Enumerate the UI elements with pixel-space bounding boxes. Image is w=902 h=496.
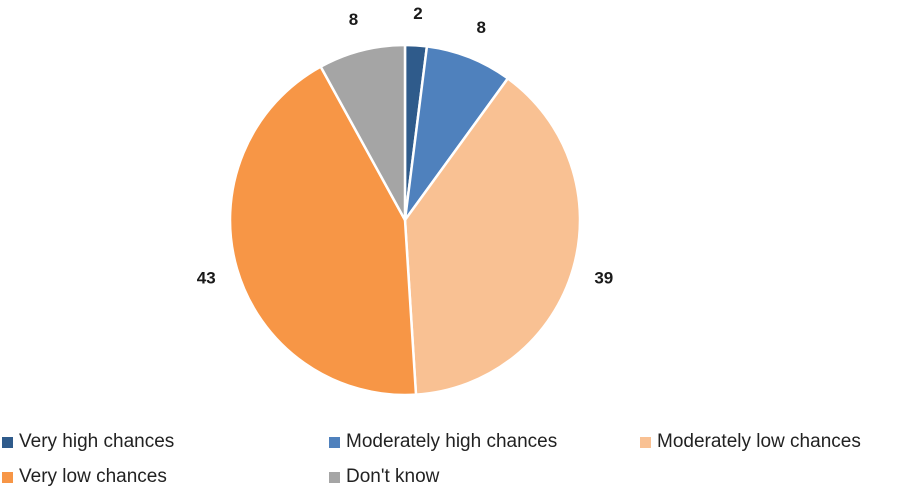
pie-data-labels: 2 8 39 43 8 (197, 4, 614, 287)
legend-item-very-high-chances: Very high chances (2, 428, 174, 456)
legend-label: Moderately low chances (657, 431, 861, 452)
legend-swatch (2, 471, 13, 483)
legend-item-moderately-high-chances: Moderately high chances (329, 428, 557, 456)
data-label: 39 (594, 268, 613, 287)
legend-swatch (2, 436, 13, 448)
pie-slices (228, 43, 582, 397)
legend-label: Moderately high chances (346, 431, 558, 452)
legend-label: Don't know (346, 466, 440, 487)
legend-item-moderately-low-chances: Moderately low chances (640, 428, 861, 456)
legend-swatch (329, 436, 340, 448)
data-label: 43 (197, 268, 216, 287)
legend-item-very-low-chances: Very low chances (2, 463, 167, 491)
legend-item-dont-know: Don't know (329, 463, 439, 491)
data-label: 2 (413, 4, 422, 23)
data-label: 8 (349, 10, 358, 29)
legend-swatch (640, 436, 651, 448)
pie-slice-don-t-know (319, 43, 407, 222)
pie-slice-moderately-low-chances (403, 77, 582, 396)
legend-label: Very low chances (19, 466, 167, 487)
legend-swatch (329, 471, 340, 483)
legend-label: Very high chances (19, 431, 175, 452)
pie-slice-very-low-chances (228, 65, 418, 397)
chart-legend: Very high chances Moderately high chance… (0, 424, 902, 496)
pie-chart: 2 8 39 43 8 (197, 4, 614, 397)
data-label: 8 (476, 18, 485, 37)
